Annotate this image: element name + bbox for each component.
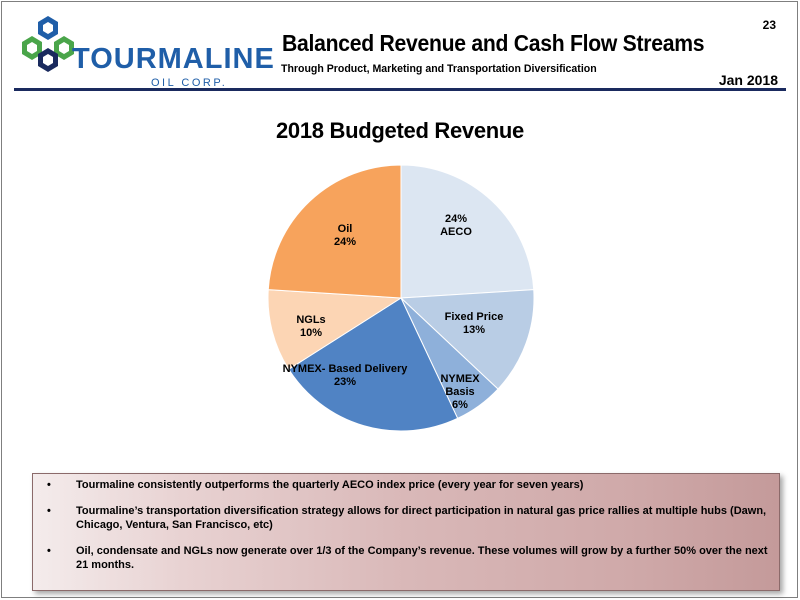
bullet-item: • Tourmaline’s transportation diversific… [47, 504, 769, 532]
pie-label-nymex-based-delivery: NYMEX- Based Delivery 23% [283, 363, 409, 388]
header-divider [14, 88, 786, 91]
pie-chart: 24% AECO Fixed Price 13% NYMEX Basis 6% NYMEX- … [267, 164, 535, 432]
slide-subtitle: Through Product, Marketing and Transport… [281, 63, 597, 75]
pie-slice-aeco [400, 164, 535, 299]
slide-date: Jan 2018 [718, 72, 778, 88]
pie-slice-ngls [267, 289, 403, 370]
key-points-box: • Tourmaline consistently outperforms th… [32, 473, 780, 591]
logo-wordmark: TOURMALINE [72, 43, 275, 75]
pie-label-aeco: 24% AECO [440, 213, 472, 238]
hexagon-cluster-icon [22, 16, 74, 72]
pie-label-ngls: NGLs 10% [296, 314, 325, 339]
bullet-item: • Tourmaline consistently outperforms th… [47, 478, 769, 492]
company-logo: TOURMALINE OIL CORP. [18, 14, 274, 89]
slide-title: Balanced Revenue and Cash Flow Streams [282, 30, 705, 56]
bullet-item: • Oil, condensate and NGLs now generate … [47, 544, 769, 572]
pie-label-fixed-price: Fixed Price 13% [445, 311, 504, 336]
bullet-marker: • [47, 505, 51, 517]
logo-subtext: OIL CORP. [151, 77, 228, 89]
bullet-marker: • [47, 545, 51, 557]
page-number: 23 [762, 18, 776, 32]
bullet-text: Tourmaline consistently outperforms the … [76, 479, 584, 491]
pie-slice-oil [267, 164, 402, 299]
bullet-text: Tourmaline’s transportation diversificat… [76, 505, 767, 531]
chart-title: 2018 Budgeted Revenue [275, 118, 524, 143]
bullet-text: Oil, condensate and NGLs now generate ov… [76, 545, 768, 571]
pie-slice-nymex-based-delivery [288, 297, 459, 432]
bullet-marker: • [47, 479, 51, 491]
pie-slice-fixed-price [399, 289, 535, 390]
pie-label-nymex-basis: NYMEX Basis 6% [440, 373, 480, 411]
pie-label-oil: Oil 24% [334, 223, 356, 248]
